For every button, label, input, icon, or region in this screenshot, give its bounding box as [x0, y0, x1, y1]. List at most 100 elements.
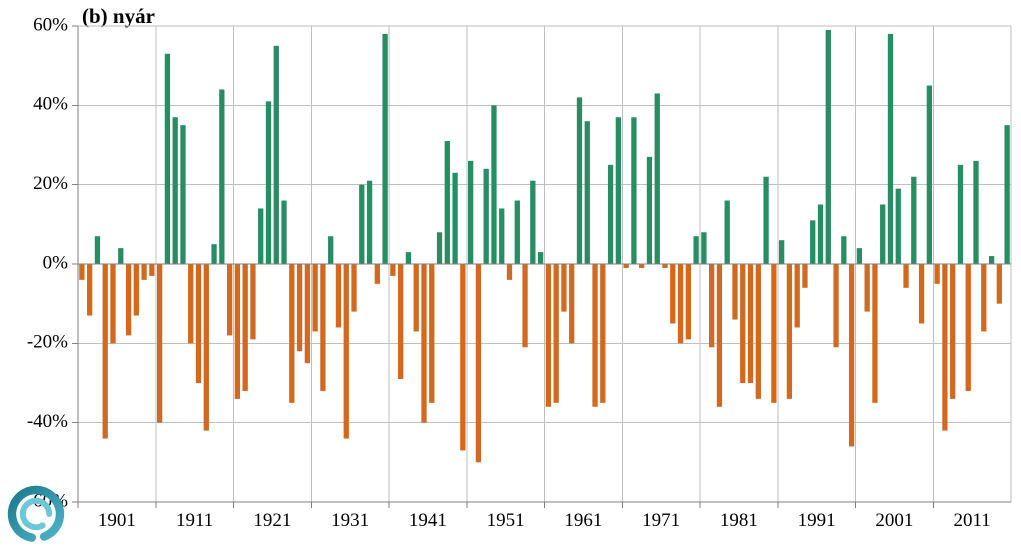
bar [709, 264, 714, 347]
bar [243, 264, 248, 391]
bar [927, 86, 932, 265]
bar [795, 264, 800, 327]
spiral-logo [6, 484, 66, 544]
bar [849, 264, 854, 446]
bar [344, 264, 349, 439]
x-tick-label: 1961 [564, 510, 602, 531]
bar [911, 177, 916, 264]
bar [118, 248, 123, 264]
bar [235, 264, 240, 399]
bar [966, 264, 971, 391]
bar [802, 264, 807, 288]
bar [678, 264, 683, 343]
bar [686, 264, 691, 339]
bar [857, 248, 862, 264]
bar [896, 189, 901, 264]
bar [919, 264, 924, 324]
bar [227, 264, 232, 335]
bar [406, 252, 411, 264]
bar [445, 141, 450, 264]
bar [312, 264, 317, 331]
bar [414, 264, 419, 331]
bar [585, 121, 590, 264]
bar [204, 264, 209, 431]
x-tick-label: 1991 [798, 510, 836, 531]
bar [219, 89, 224, 264]
bar [569, 264, 574, 343]
bar [297, 264, 302, 351]
bar [740, 264, 745, 383]
bar [103, 264, 108, 439]
bar [87, 264, 92, 316]
chart-container: (b) nyár -60%-40%-20%0%20%40%60%19011911… [0, 0, 1021, 549]
x-tick-label: 1951 [487, 510, 525, 531]
bar [989, 256, 994, 264]
bar [429, 264, 434, 403]
bar [452, 173, 457, 264]
y-tick-label: 0% [43, 252, 69, 273]
bar [600, 264, 605, 403]
bar [592, 264, 597, 407]
bar [756, 264, 761, 399]
x-tick-label: 1931 [331, 510, 369, 531]
bar [693, 236, 698, 264]
bar [110, 264, 115, 343]
bar [491, 105, 496, 264]
bar [390, 264, 395, 276]
bar [165, 54, 170, 264]
bar [779, 240, 784, 264]
bar [375, 264, 380, 284]
y-tick-label: 60% [33, 14, 68, 35]
bar [958, 165, 963, 264]
bar [872, 264, 877, 403]
bar [942, 264, 947, 431]
y-tick-label: -20% [27, 332, 68, 353]
bar [79, 264, 84, 280]
bar [888, 34, 893, 264]
bar [305, 264, 310, 363]
x-tick-label: 1981 [720, 510, 758, 531]
bar [437, 232, 442, 264]
bar [328, 236, 333, 264]
x-tick-label: 2011 [953, 510, 990, 531]
bar [95, 236, 100, 264]
bar [274, 46, 279, 264]
bar [997, 264, 1002, 304]
bar [950, 264, 955, 399]
bar [320, 264, 325, 391]
bar [351, 264, 356, 312]
bar [616, 117, 621, 264]
bar [266, 101, 271, 264]
bar [763, 177, 768, 264]
x-tick-label: 1971 [642, 510, 680, 531]
bar [468, 161, 473, 264]
bar [577, 97, 582, 264]
y-tick-label: -40% [27, 411, 68, 432]
bar [258, 208, 263, 264]
bar [398, 264, 403, 379]
bar [382, 34, 387, 264]
bar [530, 181, 535, 264]
y-tick-label: 20% [33, 173, 68, 194]
bar [647, 157, 652, 264]
bar [561, 264, 566, 312]
bar [732, 264, 737, 320]
bar [725, 201, 730, 264]
bar [515, 201, 520, 264]
bar [701, 232, 706, 264]
bar [841, 236, 846, 264]
bar [818, 205, 823, 265]
x-tick-label: 1941 [409, 510, 447, 531]
bar [173, 117, 178, 264]
x-tick-label: 1911 [176, 510, 213, 531]
bar [554, 264, 559, 403]
bar [359, 185, 364, 264]
bar [141, 264, 146, 280]
bar [289, 264, 294, 403]
bar [484, 169, 489, 264]
bar [538, 252, 543, 264]
bar [833, 264, 838, 347]
bar [507, 264, 512, 280]
bar [149, 264, 154, 276]
bar [810, 220, 815, 264]
